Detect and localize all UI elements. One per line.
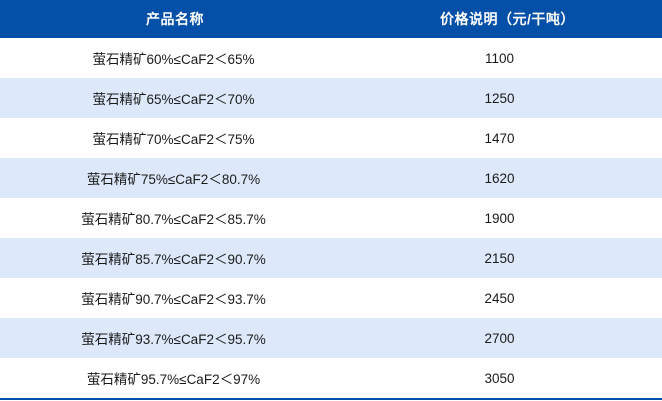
product-name-label: 萤石精矿75%≤CaF2＜80.7% [86,172,261,187]
table-body: 萤石精矿60%≤CaF2＜65% 1100 萤石精矿65%≤CaF2＜70% 1250… [0,38,662,398]
cell-price-value: 3050 [355,358,662,398]
cell-price-value: 2150 [355,238,662,278]
table-row: 萤石精矿60%≤CaF2＜65% 1100 [0,38,662,78]
table-row: 萤石精矿75%≤CaF2＜80.7% 1620 [0,158,662,198]
price-value-label: 1250 [484,90,515,106]
product-name-label: 萤石精矿70%≤CaF2＜75% [92,132,255,147]
table-row: 萤石精矿80.7%≤CaF2＜85.7% 1900 [0,198,662,238]
cell-price-value: 1620 [355,158,662,198]
price-value-label: 1620 [484,170,515,186]
cell-price-value: 1100 [355,38,662,78]
cell-product-name: 萤石精矿95.7%≤CaF2＜97% [0,358,355,398]
product-name-label: 萤石精矿60%≤CaF2＜65% [92,52,255,67]
cell-product-name: 萤石精矿65%≤CaF2＜70% [0,78,355,118]
table-header: 产品名称 价格说明（元/干吨） [0,0,662,38]
table-row: 萤石精矿65%≤CaF2＜70% 1250 [0,78,662,118]
table-row: 萤石精矿85.7%≤CaF2＜90.7% 2150 [0,238,662,278]
column-header-product-label: 产品名称 [146,11,204,27]
price-value-label: 2700 [484,330,515,346]
price-value-label: 3050 [484,370,515,386]
cell-price-value: 1250 [355,78,662,118]
cell-product-name: 萤石精矿80.7%≤CaF2＜85.7% [0,198,355,238]
product-name-label: 萤石精矿90.7%≤CaF2＜93.7% [81,292,266,307]
price-value-label: 1470 [484,130,515,146]
product-name-label: 萤石精矿85.7%≤CaF2＜90.7% [81,252,266,267]
price-value-label: 2450 [484,290,515,306]
column-header-price: 价格说明（元/干吨） [355,0,662,38]
column-header-price-label: 价格说明（元/干吨） [440,11,575,27]
price-value-label: 1900 [484,210,515,226]
cell-product-name: 萤石精矿93.7%≤CaF2＜95.7% [0,318,355,358]
price-value-label: 1100 [484,50,515,66]
cell-price-value: 1900 [355,198,662,238]
cell-product-name: 萤石精矿70%≤CaF2＜75% [0,118,355,158]
table-row: 萤石精矿70%≤CaF2＜75% 1470 [0,118,662,158]
product-name-label: 萤石精矿80.7%≤CaF2＜85.7% [81,212,266,227]
cell-price-value: 1470 [355,118,662,158]
table-header-row: 产品名称 价格说明（元/干吨） [0,0,662,38]
product-name-label: 萤石精矿93.7%≤CaF2＜95.7% [81,332,266,347]
cell-product-name: 萤石精矿90.7%≤CaF2＜93.7% [0,278,355,318]
column-header-product: 产品名称 [0,0,355,38]
table-row: 萤石精矿93.7%≤CaF2＜95.7% 2700 [0,318,662,358]
cell-product-name: 萤石精矿85.7%≤CaF2＜90.7% [0,238,355,278]
cell-product-name: 萤石精矿75%≤CaF2＜80.7% [0,158,355,198]
table-row: 萤石精矿90.7%≤CaF2＜93.7% 2450 [0,278,662,318]
table-bottom-rule [0,398,662,400]
cell-product-name: 萤石精矿60%≤CaF2＜65% [0,38,355,78]
cell-price-value: 2450 [355,278,662,318]
table-row: 萤石精矿95.7%≤CaF2＜97% 3050 [0,358,662,398]
price-value-label: 2150 [484,250,515,266]
product-name-label: 萤石精矿65%≤CaF2＜70% [92,92,255,107]
product-name-label: 萤石精矿95.7%≤CaF2＜97% [86,372,261,387]
cell-price-value: 2700 [355,318,662,358]
